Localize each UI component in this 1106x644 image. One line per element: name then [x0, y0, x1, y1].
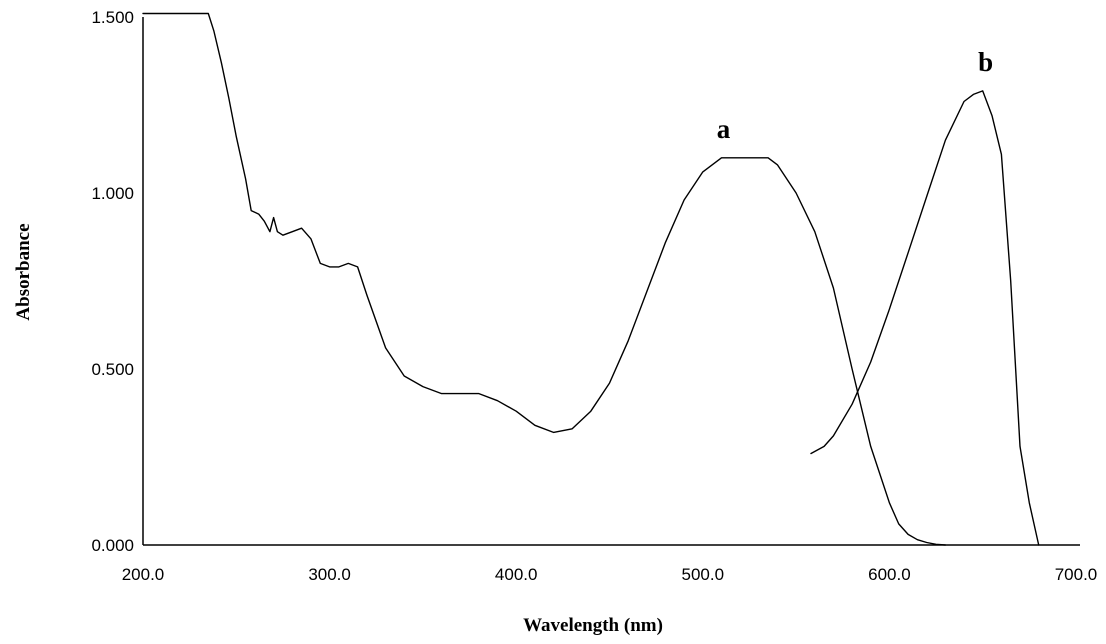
y-tick-label: 0.500: [91, 360, 134, 379]
y-tick-label: 0.000: [91, 536, 134, 555]
x-axis-title: Wavelength (nm): [523, 615, 663, 636]
series-line-a: [142, 12, 947, 546]
plot-area: [142, 17, 1080, 546]
series-label-a: a: [717, 114, 731, 144]
series-labels: ab: [717, 47, 993, 144]
y-tick-label: 1.000: [91, 184, 134, 203]
series-label-b: b: [978, 47, 993, 77]
x-tick-label: 300.0: [308, 565, 351, 584]
x-tick-label: 400.0: [495, 565, 538, 584]
x-tick-label: 500.0: [682, 565, 725, 584]
x-tick-label: 600.0: [868, 565, 911, 584]
series-layer: [142, 12, 1040, 546]
y-axis-title: Absorbance: [13, 223, 34, 320]
series-line-b: [810, 90, 1040, 546]
x-tick-label: 200.0: [122, 565, 165, 584]
y-tick-labels: 0.000 0.500 1.000 1.500: [91, 8, 134, 555]
x-tick-label: 700.0: [1055, 565, 1098, 584]
x-tick-labels: 200.0 300.0 400.0 500.0 600.0 700.0: [122, 565, 1098, 584]
y-tick-label: 1.500: [91, 8, 134, 27]
